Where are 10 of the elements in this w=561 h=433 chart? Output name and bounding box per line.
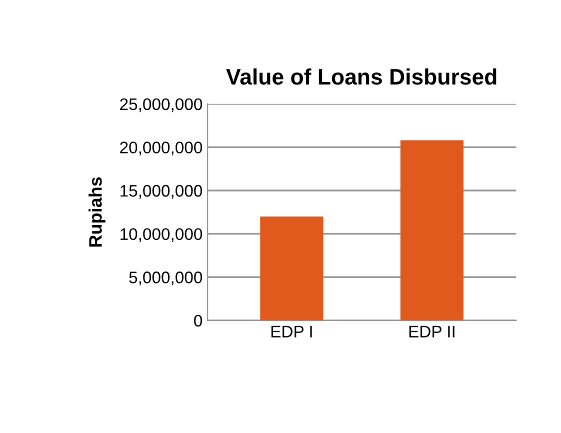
x-tick-label: EDP II	[409, 326, 454, 338]
y-axis-title: Rupiahs	[88, 177, 106, 247]
chart-title: Value of Loans Disbursed	[226, 68, 496, 85]
y-tick-label: 20,000,000	[120, 142, 202, 156]
y-tick-label: 15,000,000	[120, 184, 202, 199]
y-tick-label: 25,000,000	[120, 98, 202, 112]
y-tick-label: 5,000,000	[129, 272, 202, 286]
y-tick-label: 0	[194, 314, 202, 327]
y-tick-label: 10,000,000	[120, 228, 202, 242]
x-tick-label: EDP I	[271, 326, 312, 338]
